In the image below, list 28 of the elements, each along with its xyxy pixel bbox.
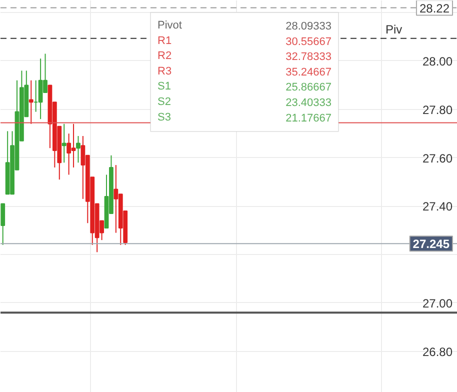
y-tick-label: 28.00 — [422, 54, 453, 68]
annotation: 21.17667 — [286, 112, 332, 124]
annotation: S3 — [158, 111, 171, 124]
ref-line-label: 28.22 — [419, 1, 450, 16]
annotation: 23.40333 — [286, 97, 332, 109]
ref-line-label: Piv — [386, 22, 402, 36]
annotation: 35.24667 — [286, 66, 332, 78]
y-tick-label: 27.60 — [422, 151, 453, 166]
annotation: S1 — [158, 80, 171, 93]
annotation: S2 — [158, 96, 171, 108]
y-tick-label: 26.80 — [422, 344, 453, 359]
y-tick-label: 27.40 — [422, 200, 453, 214]
annotation: 28.09333 — [286, 20, 332, 32]
annotation: 25.86667 — [286, 82, 332, 94]
annotation: 32.78333 — [286, 51, 332, 64]
annotation: 30.55667 — [286, 36, 332, 48]
annotation: R3 — [158, 65, 172, 78]
annotation: R2 — [158, 50, 172, 62]
ref-line-label: 27.245 — [412, 237, 450, 252]
candlestick — [0, 203, 6, 246]
y-tick-label: 27.00 — [422, 296, 453, 310]
candlestick — [76, 136, 80, 164]
annotation: Pivot — [158, 20, 182, 32]
candlestick — [62, 123, 66, 164]
candlestick — [66, 133, 72, 176]
candlestick — [28, 80, 34, 124]
annotation: R1 — [158, 34, 172, 47]
y-tick-label: 27.80 — [422, 102, 453, 117]
